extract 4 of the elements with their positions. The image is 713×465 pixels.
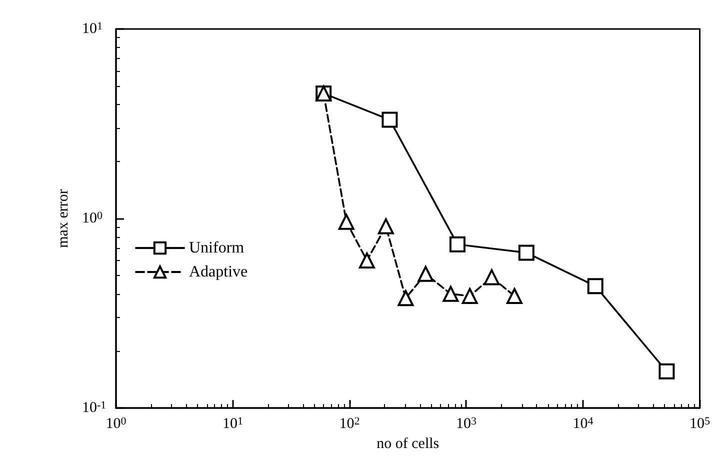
y-axis-title: max error bbox=[56, 189, 72, 248]
legend-label: Adaptive bbox=[189, 264, 248, 280]
legend-label: Uniform bbox=[189, 240, 245, 256]
x-axis-title: no of cells bbox=[376, 436, 440, 452]
